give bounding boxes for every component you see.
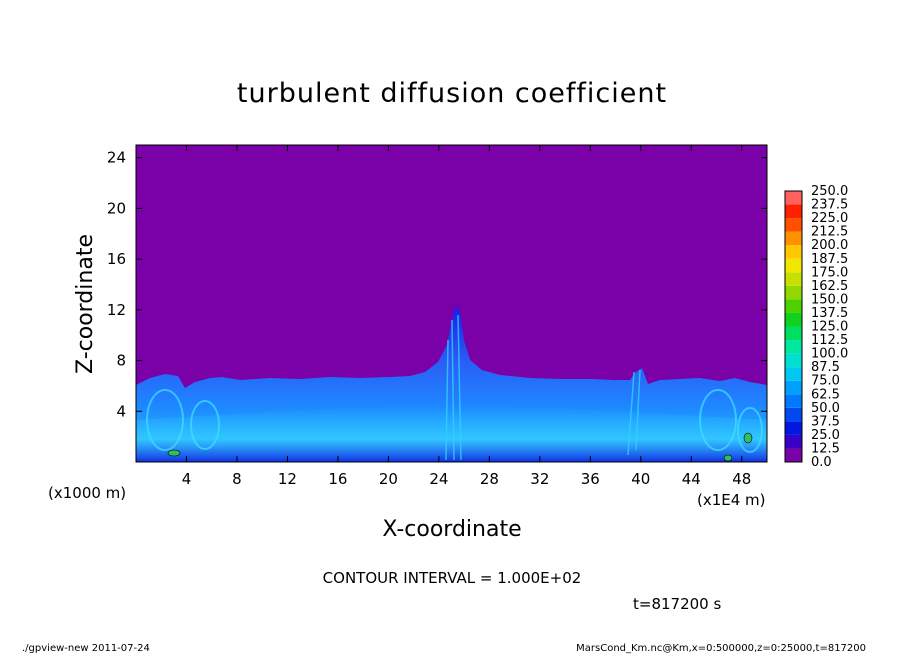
colorbar-swatch (785, 394, 802, 408)
colorbar-swatch (785, 204, 802, 219)
colorbar-swatch (785, 380, 802, 395)
colorbar-label: 87.5 (811, 360, 840, 375)
colorbar-swatch (785, 326, 802, 341)
x-tick-label: 28 (480, 470, 499, 488)
x-axis: 4 8 12 16 20 24 28 32 36 40 44 48 (182, 145, 751, 488)
colorbar-swatch (785, 421, 802, 435)
x-tick-label: 8 (232, 470, 242, 488)
y-tick-label: 24 (107, 149, 126, 167)
colorbar-swatch (785, 245, 802, 259)
chart-title: turbulent diffusion coefficient (237, 78, 667, 109)
colorbar-label: 100.0 (811, 347, 848, 362)
colorbar-swatch (785, 258, 802, 273)
time-text: t=817200 s (633, 595, 721, 613)
footer-left: ./gpview-new 2011-07-24 (22, 643, 150, 654)
colorbar-label: 200.0 (811, 238, 848, 253)
colorbar-frame (784, 190, 803, 463)
x-unit-label: (x1E4 m) (697, 491, 766, 509)
colorbar: 0.012.525.037.550.062.575.087.5100.0112.… (784, 184, 848, 470)
colorbar-swatch (785, 272, 802, 286)
x-tick-label: 48 (732, 470, 751, 488)
colorbar-swatch (785, 312, 802, 327)
colorbar-label: 50.0 (811, 401, 840, 416)
y-axis-label: Z-coordinate (73, 234, 98, 374)
x-tick-label: 20 (379, 470, 398, 488)
x-tick-label: 24 (429, 470, 448, 488)
y-tick-label: 16 (107, 250, 126, 268)
x-tick-label: 36 (581, 470, 600, 488)
colorbar-swatch (785, 218, 802, 232)
colorbar-swatch (785, 340, 802, 354)
colorbar-label: 37.5 (811, 414, 840, 429)
y-tick-label: 8 (116, 352, 126, 370)
colorbar-swatch (785, 367, 802, 381)
colorbar-label: 212.5 (811, 225, 848, 240)
x-tick-label: 32 (530, 470, 549, 488)
y-unit-label: (x1000 m) (48, 484, 126, 502)
colorbar-swatch (785, 407, 802, 422)
colorbar-swatch (785, 231, 802, 246)
colorbar-swatch (785, 299, 802, 313)
colorbar-label: 237.5 (811, 198, 848, 213)
x-tick-label: 12 (278, 470, 297, 488)
colorbar-label: 150.0 (811, 292, 848, 307)
y-axis: 4 8 12 16 20 24 (107, 149, 767, 420)
high-value-spots (167, 432, 753, 462)
plume-streaks (445, 314, 641, 461)
colorbar-label: 25.0 (811, 428, 840, 443)
x-axis-label: X-coordinate (382, 517, 521, 542)
colorbar-label: 175.0 (811, 265, 848, 280)
plot-frame (135, 144, 768, 463)
colorbar-label: 162.5 (811, 279, 848, 294)
footer-right: MarsCond_Km.nc@Km,x=0:500000,z=0:25000,t… (576, 643, 866, 654)
y-tick-label: 20 (107, 199, 126, 217)
colorbar-swatch (785, 353, 802, 368)
colorbar-label: 12.5 (811, 441, 840, 456)
colorbar-swatch (785, 191, 802, 205)
contour-interval-text: CONTOUR INTERVAL = 1.000E+02 (323, 569, 582, 587)
turbulent-layer-bottom (136, 405, 767, 462)
colorbar-label: 250.0 (811, 184, 848, 199)
colorbar-label: 62.5 (811, 387, 840, 402)
colorbar-label: 112.5 (811, 333, 848, 348)
x-tick-label: 40 (631, 470, 650, 488)
colorbar-label: 0.0 (811, 455, 832, 470)
edge-eddies (146, 389, 763, 453)
x-tick-label: 16 (328, 470, 347, 488)
colorbar-swatch (785, 434, 802, 449)
colorbar-swatch (785, 448, 802, 462)
plot-area (136, 145, 767, 462)
colorbar-swatch (785, 285, 802, 300)
x-tick-label: 4 (182, 470, 192, 488)
colorbar-label: 75.0 (811, 374, 840, 389)
colorbar-label: 137.5 (811, 306, 848, 321)
y-tick-label: 4 (116, 402, 126, 420)
y-tick-label: 12 (107, 301, 126, 319)
x-tick-label: 44 (682, 470, 701, 488)
colorbar-label: 187.5 (811, 252, 848, 267)
colorbar-label: 125.0 (811, 320, 848, 335)
colorbar-label: 225.0 (811, 211, 848, 226)
